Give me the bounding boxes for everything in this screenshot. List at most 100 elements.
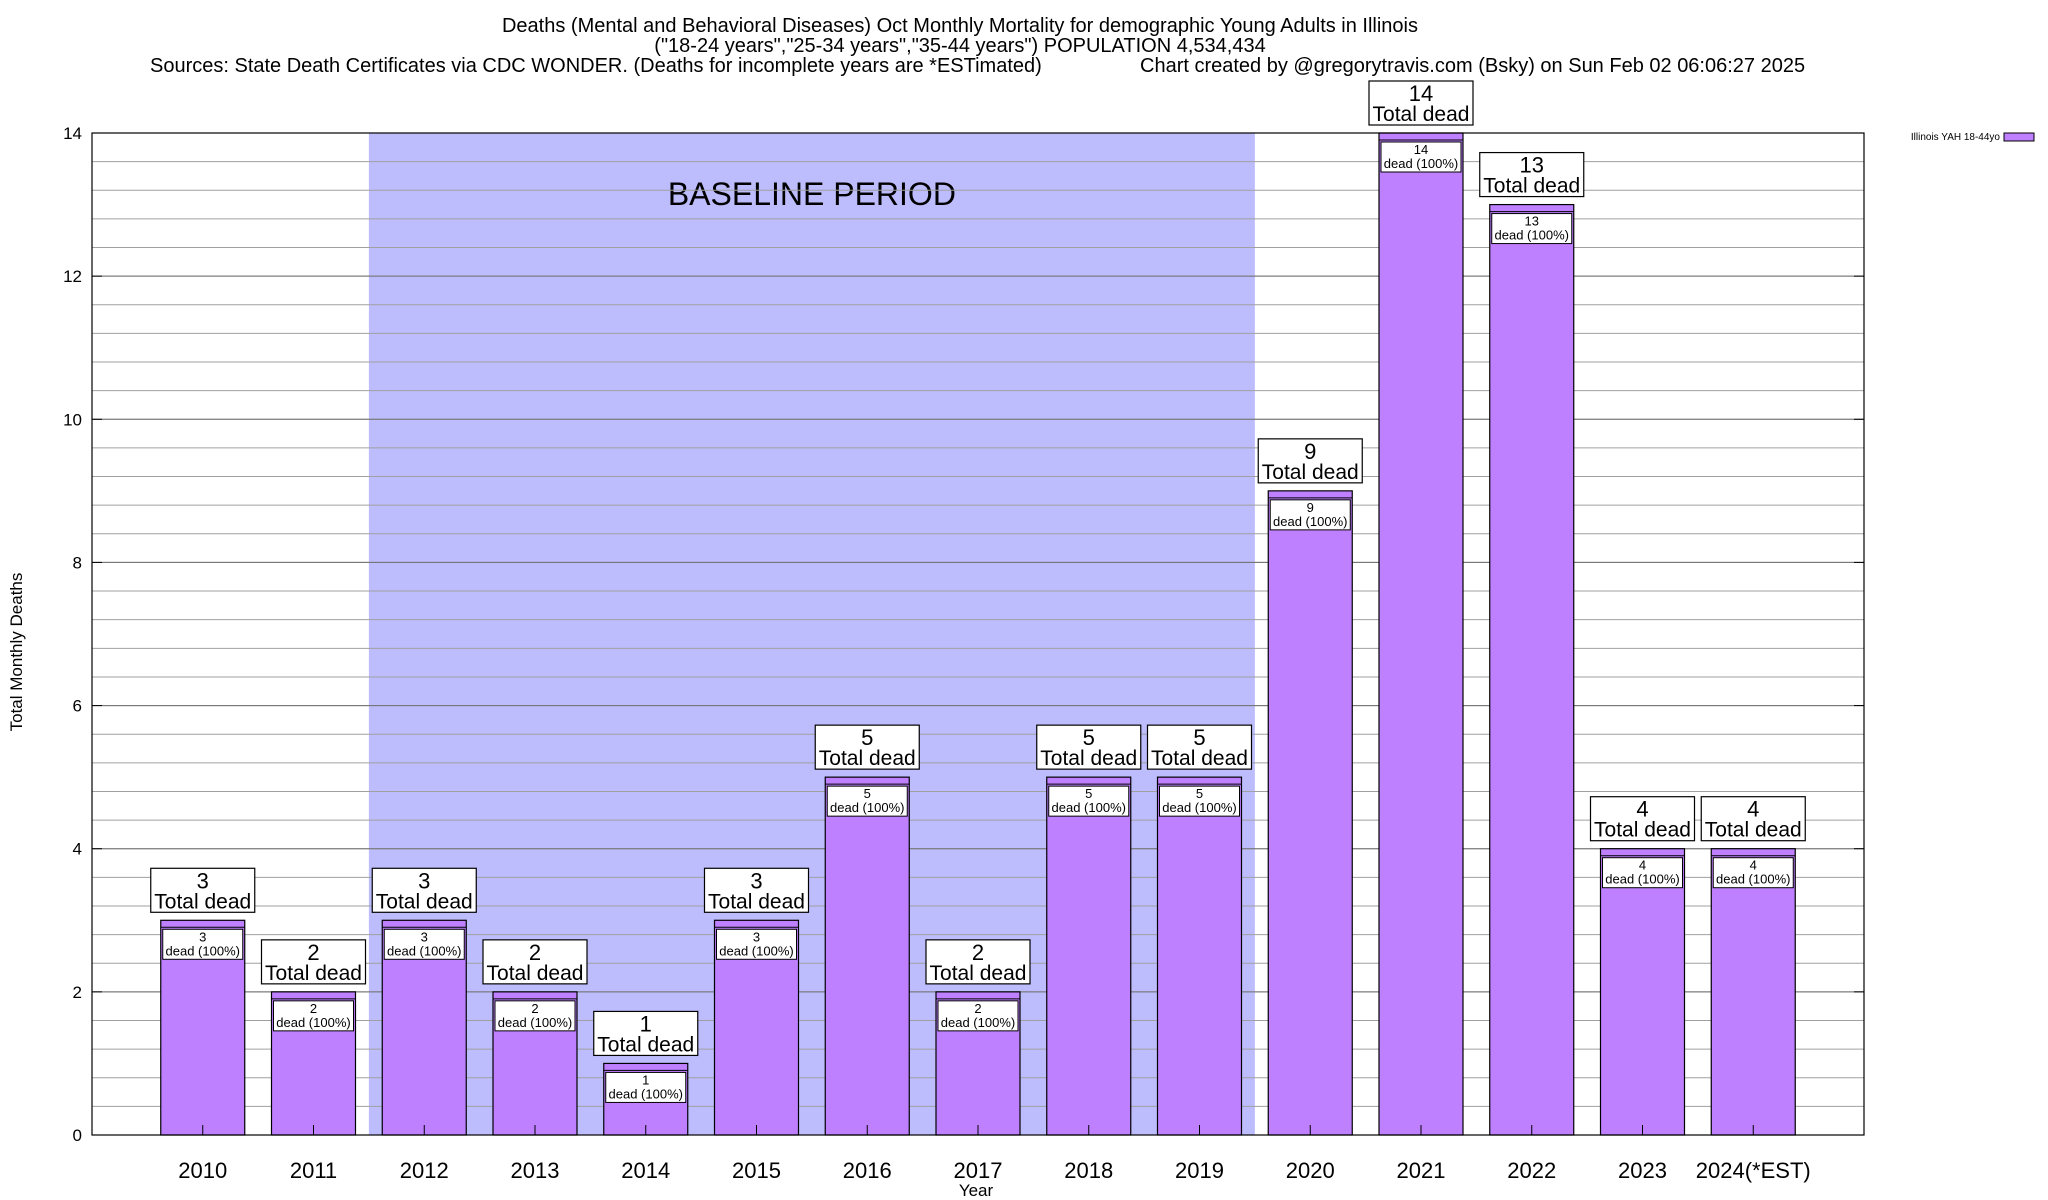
y-tick-label: 8 [73,553,82,572]
chart-title: Deaths (Mental and Behavioral Diseases) … [502,15,1418,37]
total-label-count: 13 [1520,153,1544,178]
inner-label-box [1602,857,1683,889]
total-label-text: Total dead [1483,175,1580,198]
inner-label-box [826,785,908,817]
x-axis-label: Year [959,1181,994,1200]
x-tick-label: 2012 [400,1158,449,1183]
total-label-text: Total dead [376,890,473,913]
inner-label-count: 1 [642,1072,649,1087]
plot-frame [91,132,1865,1136]
total-label-text: Total dead [930,962,1027,985]
inner-label-box [1712,857,1794,889]
total-label-count: 2 [972,940,984,965]
total-label-text: Total dead [487,962,584,985]
x-tick-label: 2018 [1064,1158,1113,1183]
inner-label-count: 2 [310,1001,317,1016]
total-label-count: 9 [1304,439,1316,464]
inner-label-count: 4 [1639,858,1646,873]
total-label-text: Total dead [265,962,362,985]
total-label-text: Total dead [1151,747,1248,770]
inner-label-text: dead (100%) [1384,156,1458,171]
x-tick-label: 2017 [954,1158,1003,1183]
y-tick-label: 10 [63,410,82,429]
total-label-box [814,724,920,770]
inner-label-count: 3 [421,929,428,944]
total-label-box [703,867,810,913]
total-label-box [1479,151,1585,198]
inner-label-box [494,1000,576,1032]
chart-titles: Deaths (Mental and Behavioral Diseases) … [150,15,1805,77]
total-label-count: 5 [1193,725,1205,750]
inner-label-text: dead (100%) [498,1015,572,1030]
inner-label-box [716,928,797,960]
inner-label-text: dead (100%) [276,1015,350,1030]
total-label-box [1700,796,1806,842]
x-tick-label: 2022 [1507,1158,1556,1183]
inner-label-text: dead (100%) [166,943,240,958]
inner-label-count: 5 [1085,786,1092,801]
bar [1599,848,1686,1136]
inner-label-text: dead (100%) [1273,514,1347,529]
total-label-box [260,939,367,985]
inner-label-box [273,1000,354,1032]
x-tick-label: 2013 [511,1158,560,1183]
bar [1489,203,1575,1136]
total-label-text: Total dead [708,890,805,913]
chart-subtitle: ("18-24 years","25-34 years","35-44 year… [654,35,1265,57]
inner-label-text: dead (100%) [941,1015,1015,1030]
inner-label-box [605,1071,687,1103]
total-label-count: 4 [1747,797,1759,822]
inner-label-box [162,928,244,960]
x-tick-label: 2015 [732,1158,781,1183]
inner-label-text: dead (100%) [1162,800,1236,815]
inner-label-count: 3 [753,929,760,944]
inner-label-box [1491,213,1573,245]
total-label-box [150,867,256,913]
total-label-count: 2 [307,940,319,965]
total-label-text: Total dead [1594,819,1691,842]
inner-label-count: 4 [1750,858,1757,873]
total-label-count: 5 [861,725,873,750]
legend-swatch [2003,132,2035,142]
total-label-box [593,1010,699,1057]
inner-label-text: dead (100%) [387,943,461,958]
y-tick-label: 14 [63,124,82,143]
bar [1378,132,1464,1136]
total-label-box [1146,724,1253,770]
total-label-count: 14 [1409,81,1433,106]
total-label-count: 5 [1083,725,1095,750]
inner-label-text: dead (100%) [1716,872,1790,887]
total-label-count: 4 [1636,797,1648,822]
inner-label-box [383,928,465,960]
total-label-box [482,939,588,985]
total-label-text: Total dead [1040,747,1137,770]
baseline-label: BASELINE PERIOD [668,176,956,212]
inner-label-box [1048,785,1130,817]
inner-label-box [1380,141,1462,173]
x-tick-label: 2016 [843,1158,892,1183]
inner-label-text: dead (100%) [1605,872,1679,887]
total-label-text: Total dead [1705,819,1802,842]
total-label-box [925,939,1031,985]
y-tick-label: 12 [63,267,82,286]
x-tick-label: 2021 [1397,1158,1446,1183]
inner-label-count: 13 [1525,214,1539,229]
x-tick-label: 2020 [1286,1158,1335,1183]
bar [824,776,910,1136]
total-label-box [1589,796,1696,842]
x-tick-label: 2024(*EST) [1696,1158,1811,1183]
inner-label-count: 9 [1307,500,1314,515]
x-tick-label: 2011 [290,1158,337,1183]
y-axis-label: Total Monthly Deaths [7,573,26,732]
inner-label-count: 14 [1414,142,1428,157]
inner-label-count: 5 [864,786,871,801]
legend-label: Illinois YAH 18-44yo [1911,132,2001,143]
total-label-box [1257,438,1363,484]
y-tick-label: 2 [73,983,82,1002]
total-label-count: 3 [197,868,209,893]
inner-label-count: 2 [531,1001,538,1016]
bar [1046,776,1132,1136]
inner-label-text: dead (100%) [1052,800,1126,815]
total-label-count: 2 [529,940,541,965]
total-label-text: Total dead [1262,461,1359,484]
